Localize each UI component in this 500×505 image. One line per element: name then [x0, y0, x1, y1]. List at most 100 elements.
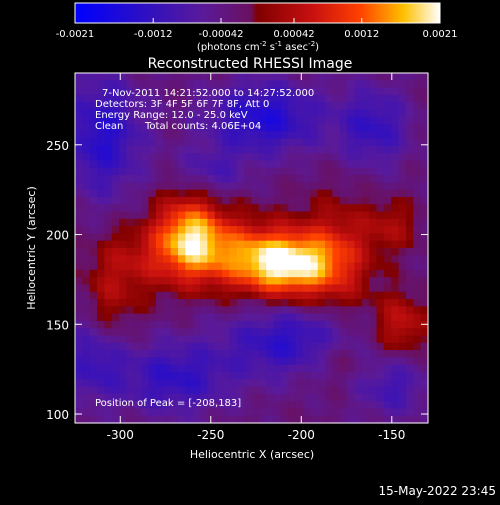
heatmap-cell	[332, 124, 341, 132]
heatmap-cell	[325, 328, 333, 337]
heatmap-cell	[332, 371, 341, 380]
heatmap-cell	[170, 320, 179, 329]
heatmap-cell	[200, 102, 208, 111]
heatmap-cell	[376, 196, 385, 205]
heatmap-cell	[155, 196, 164, 205]
heatmap-cell	[192, 87, 201, 96]
heatmap-cell	[288, 218, 297, 227]
heatmap-cell	[361, 124, 370, 132]
heatmap-cell	[119, 379, 128, 388]
heatmap-cell	[163, 306, 172, 315]
heatmap-cell	[391, 196, 400, 205]
heatmap-cell	[302, 386, 311, 395]
heatmap-cell	[155, 371, 164, 380]
heatmap-cell	[148, 167, 157, 176]
heatmap-cell	[89, 102, 98, 111]
heatmap-cell	[369, 116, 378, 125]
heatmap-cell	[163, 313, 172, 322]
heatmap-cell	[266, 189, 275, 198]
heatmap-cell	[141, 386, 150, 395]
heatmap-cell	[310, 204, 319, 213]
heatmap-cell	[170, 306, 179, 315]
heatmap-cell	[89, 357, 98, 366]
heatmap-cell	[339, 218, 348, 227]
heatmap-cell	[133, 335, 142, 344]
heatmap-cell	[369, 204, 378, 213]
heatmap-cell	[207, 160, 216, 169]
heatmap-cell	[405, 80, 414, 89]
heatmap-cell	[369, 109, 378, 118]
heatmap-cell	[177, 233, 186, 242]
heatmap-cell	[266, 291, 275, 300]
heatmap-cell	[229, 80, 238, 89]
heatmap-cell	[420, 342, 429, 351]
heatmap-cell	[405, 277, 414, 286]
heatmap-cell	[192, 364, 201, 373]
heatmap-cell	[398, 240, 407, 249]
heatmap-cell	[376, 226, 385, 235]
heatmap-cell	[325, 269, 333, 278]
heatmap-cell	[251, 94, 260, 103]
heatmap-cell	[177, 109, 186, 118]
heatmap-cell	[413, 109, 422, 118]
y-tick-label: 100	[46, 408, 69, 422]
heatmap-cell	[317, 145, 326, 154]
heatmap-cell	[280, 218, 289, 227]
heatmap-cell	[75, 269, 83, 278]
heatmap-cell	[244, 204, 253, 213]
heatmap-cell	[273, 320, 282, 329]
heatmap-cell	[229, 138, 238, 147]
heatmap-cell	[347, 109, 356, 118]
heatmap-cell	[376, 109, 385, 118]
heatmap-cell	[207, 262, 216, 271]
heatmap-cell	[376, 401, 385, 410]
heatmap-cell	[177, 277, 186, 286]
heatmap-cell	[266, 218, 275, 227]
heatmap-cell	[273, 80, 282, 89]
heatmap-cell	[369, 269, 378, 278]
heatmap-cell	[155, 153, 164, 162]
heatmap-cell	[82, 182, 91, 191]
heatmap-cell	[207, 277, 216, 286]
heatmap-cell	[391, 284, 400, 293]
heatmap-cell	[236, 226, 245, 235]
heatmap-cell	[258, 371, 267, 380]
heatmap-cell	[89, 364, 98, 373]
heatmap-cell	[354, 160, 363, 169]
heatmap-cell	[258, 386, 267, 395]
heatmap-cell	[141, 145, 150, 154]
heatmap-cell	[214, 320, 223, 329]
heatmap-cell	[126, 328, 135, 337]
heatmap-cell	[273, 94, 282, 103]
heatmap-cell	[229, 401, 238, 410]
heatmap-cell	[97, 277, 106, 286]
x-axis-label: Heliocentric X (arcsec)	[190, 448, 314, 461]
heatmap-cell	[155, 138, 164, 147]
heatmap-cell	[229, 160, 238, 169]
heatmap-cell	[75, 379, 83, 388]
heatmap-cell	[141, 131, 150, 140]
heatmap-cell	[236, 401, 245, 410]
heatmap-cell	[104, 408, 113, 417]
heatmap-cell	[82, 313, 91, 322]
heatmap-cell	[244, 386, 253, 395]
heatmap-cell	[222, 371, 231, 380]
heatmap-cell	[155, 175, 164, 183]
heatmap-cell	[192, 408, 201, 417]
heatmap-cell	[251, 306, 260, 315]
heatmap-cell	[75, 109, 83, 118]
heatmap-cell	[141, 175, 150, 183]
heatmap-cell	[420, 153, 429, 162]
heatmap-cell	[302, 189, 311, 198]
heatmap-cell	[258, 138, 267, 147]
heatmap-cell	[82, 284, 91, 293]
heatmap-cell	[119, 350, 128, 358]
heatmap-cell	[244, 102, 253, 111]
heatmap-cell	[236, 204, 245, 213]
heatmap-cell	[229, 226, 238, 235]
heatmap-cell	[376, 102, 385, 111]
svg-text:(photons cm-2 s-1 asec-2): (photons cm-2 s-1 asec-2)	[197, 40, 319, 53]
heatmap-cell	[126, 226, 135, 235]
heatmap-cell	[361, 182, 370, 191]
heatmap-cell	[317, 299, 326, 307]
